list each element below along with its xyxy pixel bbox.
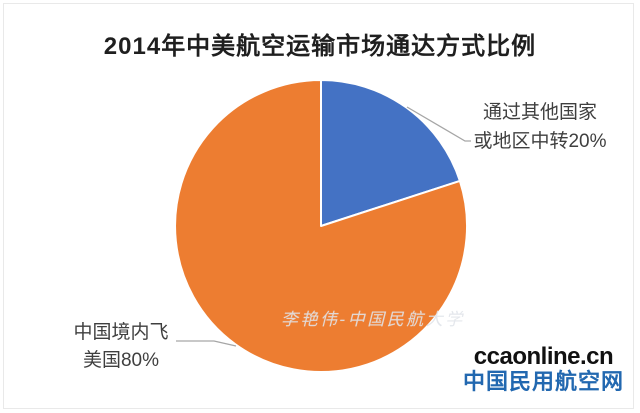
data-label-line: 通过其他国家 xyxy=(482,102,597,123)
site-name: 中国民用航空网 xyxy=(462,369,624,394)
author-watermark: 李艳伟-中国民航大学 xyxy=(281,310,465,330)
pie-slice-transit-via-other-countries xyxy=(320,79,461,227)
leader-lines xyxy=(176,106,471,347)
pie-slice-china-direct-to-us xyxy=(174,79,468,373)
data-label-direct-slice: 中国境内飞 美国80% xyxy=(58,319,184,375)
chart-title: 2014年中美航空运输市场通达方式比例 xyxy=(103,33,537,60)
leader-line-orange-slice xyxy=(176,340,237,347)
site-domain: ccaonline.cn xyxy=(473,343,614,370)
data-label-transit-slice: 通过其他国家 或地区中转20% xyxy=(464,98,616,156)
site-branding: ccaonline.cn 中国民用航空网 xyxy=(463,344,624,394)
leader-line-blue-slice xyxy=(406,106,471,142)
data-label-line: 美国80% xyxy=(82,350,160,371)
data-label-line: 或地区中转20% xyxy=(473,131,607,152)
pie-slices xyxy=(174,79,468,373)
data-label-line: 中国境内飞 xyxy=(73,322,169,343)
